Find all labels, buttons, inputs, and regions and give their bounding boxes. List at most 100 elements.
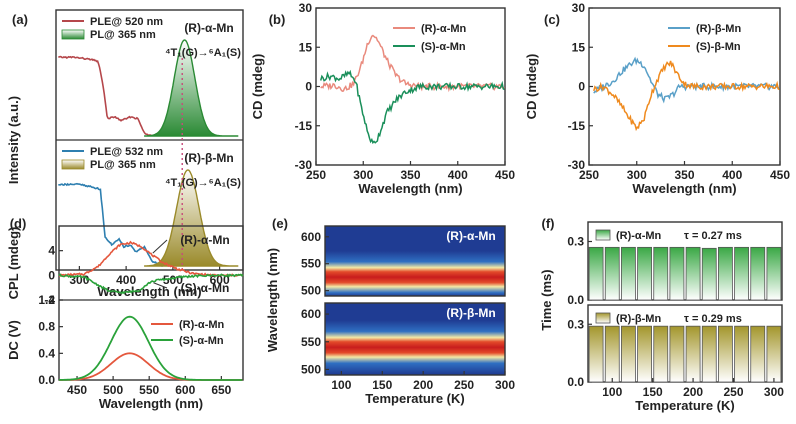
panel-b-x-ticklabel-450: 450 bbox=[495, 168, 515, 182]
panel-d-top-label-r: (R)-α-Mn bbox=[180, 233, 229, 247]
panel-f-top-bar-10 bbox=[750, 246, 766, 301]
panel-e-bottom-axes bbox=[324, 302, 506, 376]
panel-e-x-ticklabel-300: 300 bbox=[495, 378, 515, 392]
panel-a-bottom-ple-line bbox=[58, 182, 164, 268]
panel-a-label: (a) bbox=[12, 12, 28, 27]
panel-a-top-legend-pl-label: PL@ 365 nm bbox=[90, 29, 156, 41]
panel-e-x-ticklabel-150: 150 bbox=[372, 378, 392, 392]
panel-b-y-ticklabel--15: -15 bbox=[295, 119, 313, 133]
panel-a-xlabel: Wavelength (nm) bbox=[97, 284, 201, 299]
panel-d-bot-series-1 bbox=[59, 315, 243, 381]
panel-a-bottom-legend-pl-swatch bbox=[61, 159, 85, 170]
panel-f-bottom-bar-7 bbox=[701, 325, 717, 383]
panel-f-top-sample-label: (R)-α-Mn bbox=[616, 230, 662, 242]
panel-c-series-0 bbox=[593, 56, 780, 104]
panel-c-x-ticklabel-350: 350 bbox=[674, 168, 694, 182]
panel-e-bottom-y-ticklabel-550: 550 bbox=[301, 335, 321, 349]
panel-a-top-pl-peak bbox=[144, 39, 239, 137]
panel-f-top-bar-9 bbox=[734, 246, 749, 301]
panel-f-bottom-bar-11 bbox=[766, 325, 782, 383]
panel-f-bottom-bar-6 bbox=[685, 325, 701, 383]
panel-f-x-ticklabel-100: 100 bbox=[602, 385, 622, 399]
panel-d-bot-ylabel: DC (V) bbox=[6, 320, 21, 360]
panel-e-ylabel: Wavelength (nm) bbox=[265, 248, 280, 352]
panel-f-bottom-bar-3 bbox=[637, 325, 652, 383]
panel-a-top-transition-label: ⁴T₁(G)→⁶A₁(S) bbox=[165, 47, 241, 59]
panel-d-top-ylabel: CPL (mdeg) bbox=[6, 227, 21, 300]
panel-f-x-ticklabel-200: 200 bbox=[683, 385, 703, 399]
panel-d-x-ticklabel-500: 500 bbox=[103, 383, 123, 397]
panel-d-x-ticklabel-600: 600 bbox=[175, 383, 195, 397]
panel-f-top-bar-0 bbox=[588, 246, 604, 301]
panel-f-top-legend-swatch bbox=[595, 229, 611, 241]
panel-e-top-heatmap bbox=[325, 226, 505, 296]
panel-c-label: (c) bbox=[544, 12, 560, 27]
panel-d-top-arrow-s bbox=[153, 282, 168, 289]
panel-f-top-y-ticklabel-0.3: 0.3 bbox=[567, 235, 584, 249]
panel-a-top-legend-pl-swatch bbox=[61, 29, 85, 40]
panel-f-top-bar-8 bbox=[718, 246, 733, 301]
panel-d-top-y-ticklabel-4: 4 bbox=[48, 244, 55, 258]
panel-e-bottom-sample-label: (R)-β-Mn bbox=[446, 306, 495, 320]
panel-e-bottom-heatmap bbox=[325, 303, 505, 375]
panel-f-top-bar-7 bbox=[701, 247, 717, 301]
panel-e-top-axes bbox=[324, 225, 506, 297]
panel-b-xlabel: Wavelength (nm) bbox=[358, 181, 462, 196]
panel-d-top-y-ticklabel--4: -4 bbox=[44, 293, 55, 307]
panel-a-bottom-transition-label: ⁴T₁(G)→⁶A₁(S) bbox=[165, 177, 241, 189]
panel-f-bottom-sample-label: (R)-β-Mn bbox=[616, 313, 661, 325]
panel-c-y-ticklabel-30: 30 bbox=[572, 1, 586, 15]
panel-d-top-series-1 bbox=[58, 273, 244, 295]
panel-e-xlabel: Temperature (K) bbox=[365, 391, 464, 406]
panel-f-bottom-bar-10 bbox=[750, 325, 766, 383]
panel-f-bottom-bar-5 bbox=[669, 325, 685, 383]
panel-f-bottom-axes bbox=[587, 304, 783, 383]
panel-d-x-ticklabel-650: 650 bbox=[211, 383, 231, 397]
panel-e-top-y-ticklabel-500: 500 bbox=[301, 284, 321, 298]
panel-f-bottom-bar-1 bbox=[604, 325, 620, 383]
panel-f-x-ticklabel-150: 150 bbox=[643, 385, 663, 399]
panel-c-legend-0-label: (R)-β-Mn bbox=[696, 23, 741, 35]
panel-c-y-ticklabel-15: 15 bbox=[572, 40, 586, 54]
panel-f-top-bar-4 bbox=[653, 246, 669, 301]
panel-d-top-y-ticklabel-0: 0 bbox=[48, 268, 55, 282]
panel-f-bottom-bar-4 bbox=[653, 325, 669, 383]
panel-f-top-bar-1 bbox=[604, 246, 620, 301]
panel-b-series-1 bbox=[319, 69, 505, 145]
panel-a-bottom-legend-pl-label: PL@ 365 nm bbox=[90, 159, 156, 171]
panel-c-x-ticklabel-450: 450 bbox=[770, 168, 790, 182]
panel-e-bottom-y-ticklabel-500: 500 bbox=[301, 362, 321, 376]
panel-d-label: (d) bbox=[10, 216, 27, 231]
panel-f-ylabel: Time (ms) bbox=[539, 269, 554, 330]
panel-f-top-bar-2 bbox=[621, 246, 636, 301]
panel-f-top-tau-label: τ = 0.27 ms bbox=[684, 230, 742, 242]
panel-d-bot-y-ticklabel-0.8: 0.8 bbox=[38, 320, 55, 334]
panel-b-series-0 bbox=[320, 34, 505, 93]
panel-b-y-ticklabel-0: 0 bbox=[305, 80, 312, 94]
panel-f-bottom-tau-label: τ = 0.29 ms bbox=[684, 313, 742, 325]
panel-f-top-y-ticklabel-0.0: 0.0 bbox=[567, 293, 584, 307]
panel-f-xlabel: Temperature (K) bbox=[635, 398, 734, 413]
panel-a-top-sample-label: (R)-α-Mn bbox=[184, 21, 233, 35]
panel-e-top-y-ticklabel-600: 600 bbox=[301, 230, 321, 244]
panel-d-top-arrow-r bbox=[152, 239, 168, 254]
panel-b-y-ticklabel-30: 30 bbox=[299, 1, 313, 15]
panel-d-top-label-s: (S)-α-Mn bbox=[181, 281, 230, 295]
panel-d-bot-legend-0-label: (R)-α-Mn bbox=[179, 319, 225, 331]
panel-b-legend-1-label: (S)-α-Mn bbox=[421, 41, 466, 53]
panel-c-x-ticklabel-250: 250 bbox=[579, 168, 599, 182]
panel-a-top-ple-line bbox=[58, 55, 164, 137]
panel-d-xlabel: Wavelength (nm) bbox=[99, 396, 203, 411]
panel-c-x-ticklabel-400: 400 bbox=[722, 168, 742, 182]
panel-c-y-ticklabel-0: 0 bbox=[578, 80, 585, 94]
panel-d-bot-y-ticklabel-0.0: 0.0 bbox=[38, 373, 55, 387]
panel-c-series-1 bbox=[593, 60, 780, 132]
panel-f-bottom-bar-2 bbox=[621, 325, 636, 383]
panel-f-bottom-bar-0 bbox=[588, 325, 604, 383]
panel-b-label: (b) bbox=[269, 12, 286, 27]
panel-c-legend-1-label: (S)-β-Mn bbox=[696, 41, 741, 53]
panel-b-x-ticklabel-350: 350 bbox=[400, 168, 420, 182]
panel-f-bottom-y-ticklabel-0.3: 0.3 bbox=[567, 317, 584, 331]
panel-b-x-ticklabel-300: 300 bbox=[353, 168, 373, 182]
